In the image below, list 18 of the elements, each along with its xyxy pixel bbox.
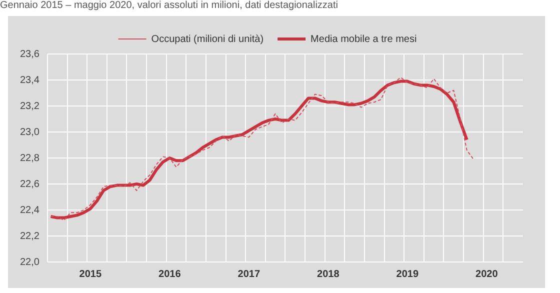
- x-tick-label: 2020: [476, 268, 498, 280]
- legend-label: Occupati (milioni di unità): [151, 34, 264, 45]
- y-tick-label: 22,2: [20, 230, 40, 242]
- x-tick-label: 2017: [238, 268, 260, 280]
- x-tick-label: 2016: [158, 268, 182, 280]
- x-tick-label: 2018: [317, 268, 340, 280]
- y-tick-label: 22,8: [20, 152, 40, 164]
- y-tick-label: 22,0: [20, 256, 40, 268]
- x-tick-label: 2015: [79, 268, 102, 280]
- y-tick-label: 23,0: [20, 126, 40, 138]
- y-tick-label: 22,4: [20, 204, 40, 216]
- chart-title: Gennaio 2015 – maggio 2020, valori assoluti in milioni, dati destagionalizzati: [0, 0, 338, 11]
- y-tick-label: 22,6: [20, 178, 40, 190]
- y-tick-label: 23,2: [20, 100, 40, 112]
- y-tick-label: 23,6: [20, 48, 40, 60]
- x-tick-label: 2019: [396, 268, 419, 280]
- y-tick-label: 23,4: [20, 74, 40, 86]
- legend-label: Media mobile a tre mesi: [310, 34, 417, 45]
